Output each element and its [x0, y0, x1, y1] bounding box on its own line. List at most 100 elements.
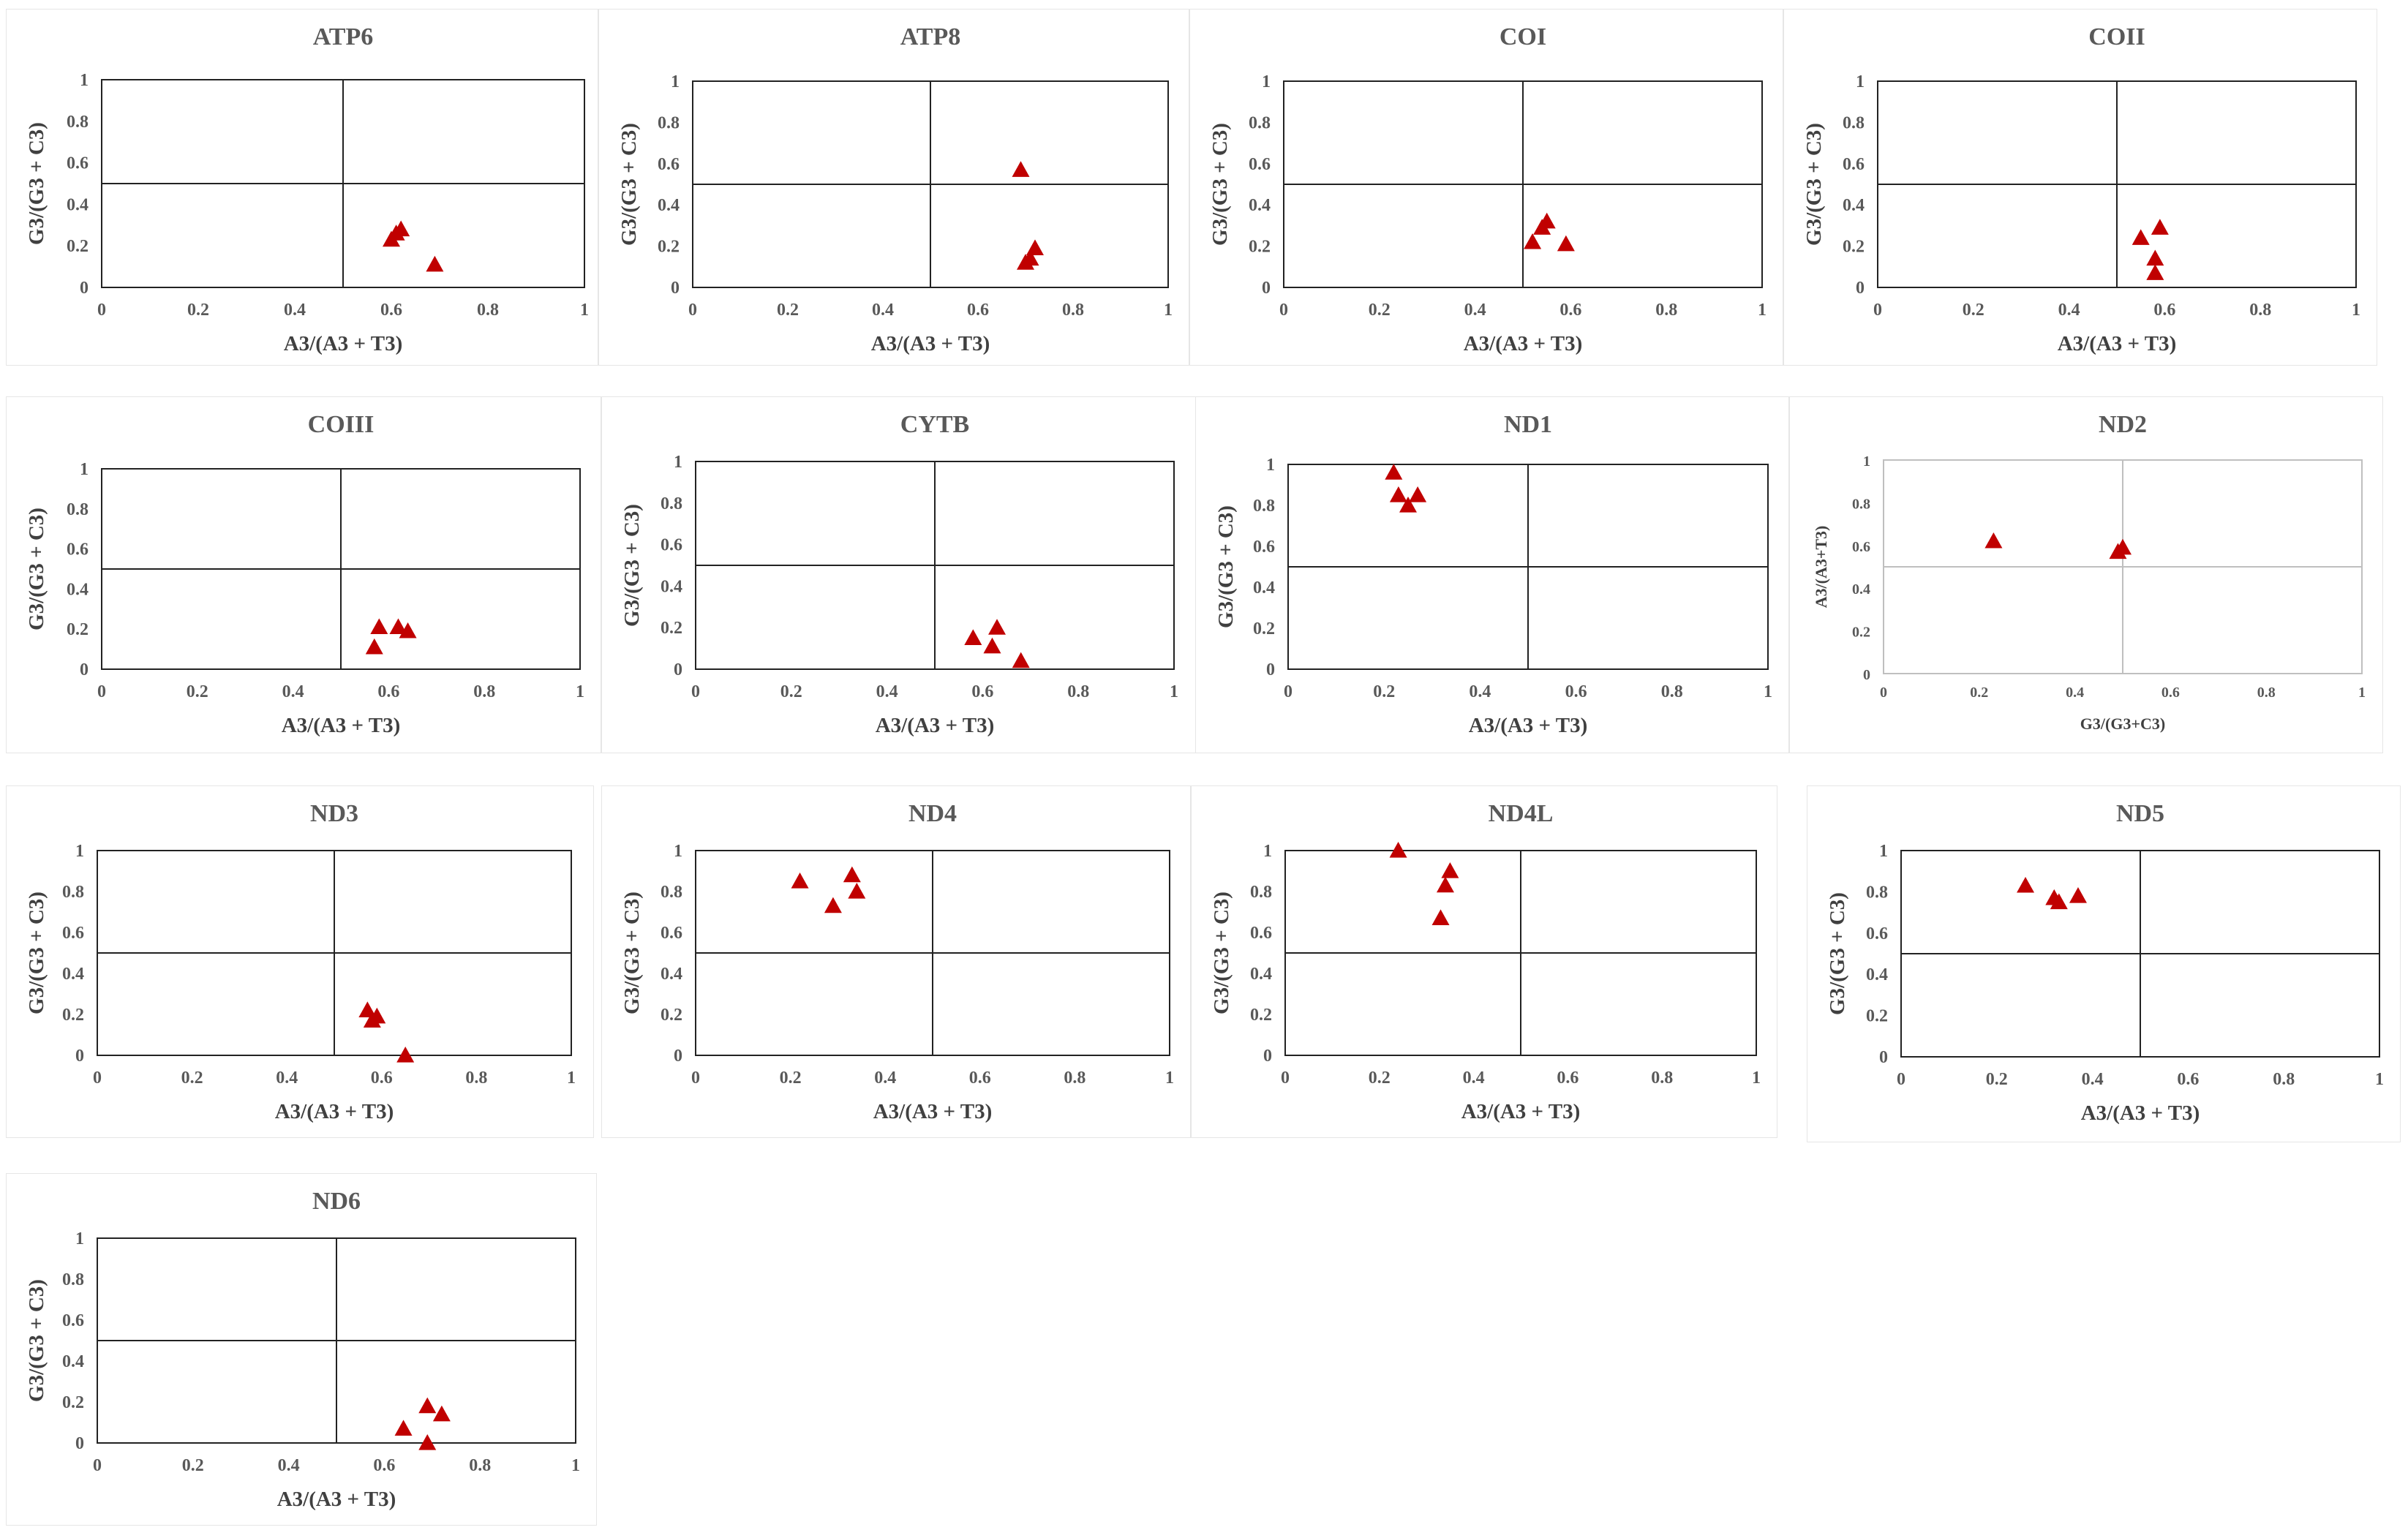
x-tick-label: 0.8	[2257, 685, 2276, 701]
y-axis-label: G3/(G3 + C3)	[1802, 123, 1826, 246]
y-tick-label: 0.2	[67, 620, 89, 639]
data-point	[824, 897, 842, 913]
x-tick-label: 0.8	[1062, 301, 1084, 320]
y-tick-label: 0.4	[1250, 965, 1272, 984]
chart-title: ND4	[908, 800, 957, 827]
y-tick-label: 1	[75, 842, 84, 861]
y-axis-label: G3/(G3 + C3)	[25, 892, 48, 1014]
y-axis-label: G3/(G3 + C3)	[617, 123, 641, 246]
y-tick-label: 0	[75, 1434, 84, 1453]
y-tick-label: 0.4	[658, 196, 680, 215]
y-tick-label: 0.8	[658, 113, 680, 132]
x-tick-label: 0.8	[1067, 682, 1089, 701]
y-tick-label: 0.4	[62, 965, 84, 984]
y-tick-label: 0.6	[661, 924, 682, 943]
x-tick-label: 0.4	[1469, 682, 1491, 701]
x-tick-label: 0	[1284, 682, 1293, 701]
y-tick-label: 0.2	[661, 619, 682, 638]
x-tick-label: 0.2	[777, 301, 799, 320]
data-point	[1524, 233, 1542, 249]
chart-title: COIII	[308, 411, 375, 438]
data-point	[432, 1405, 451, 1422]
data-point	[1557, 235, 1575, 252]
chart-title: ND4L	[1489, 800, 1554, 827]
x-tick-label: 0.4	[874, 1069, 896, 1088]
chart-panel-nd4l: ND4L 0 0.2 0.4 0.6 0.8 1 0 0.2 0.4 0.6 0.8 1 A3/(A3 +…	[1191, 785, 1777, 1138]
y-tick-label: 0.6	[1250, 924, 1272, 943]
y-tick-label: 0.2	[1866, 1007, 1888, 1026]
x-tick-label: 0.8	[465, 1069, 487, 1088]
y-tick-label: 0.8	[661, 494, 682, 513]
x-tick-label: 1	[1165, 1069, 1174, 1088]
chart-svg: ND1 0 0.2 0.4 0.6 0.8 1 0 0.2 0.4 0.6 0.8 1 A3/(A3 + …	[1214, 411, 1772, 737]
x-tick-label: 1	[576, 682, 584, 701]
y-axis-label: G3/(G3 + C3)	[620, 504, 644, 627]
y-tick-label: 0.6	[1866, 924, 1888, 943]
y-tick-label: 0.4	[62, 1352, 84, 1371]
x-axis-label: A3/(A3 + T3)	[873, 1100, 993, 1123]
y-axis-label: A3/(A3+T3)	[1812, 526, 1830, 608]
data-point	[370, 618, 388, 635]
x-tick-label: 0.8	[1064, 1069, 1086, 1088]
data-point	[1431, 909, 1450, 925]
x-axis-label: A3/(A3 + T3)	[277, 1488, 396, 1511]
x-tick-label: 1	[2358, 685, 2366, 701]
y-tick-label: 0	[1879, 1048, 1888, 1067]
x-axis-label: A3/(A3 + T3)	[2081, 1101, 2200, 1125]
y-tick-label: 0.2	[661, 1006, 682, 1025]
x-tick-label: 0.2	[780, 682, 802, 701]
y-axis-label: G3/(G3 + C3)	[1208, 123, 1232, 246]
x-tick-label: 0.8	[2249, 301, 2271, 320]
y-tick-label: 0.8	[1866, 883, 1888, 902]
data-point	[383, 230, 400, 247]
x-tick-label: 0.2	[1963, 301, 1984, 320]
data-point	[2017, 876, 2035, 893]
data-point	[1441, 862, 1459, 878]
data-point	[1012, 652, 1030, 668]
x-axis-label: A3/(A3 + T3)	[1461, 1100, 1581, 1123]
x-tick-label: 0.6	[2153, 301, 2175, 320]
y-tick-label: 0.6	[658, 155, 680, 174]
x-tick-label: 0.2	[1369, 301, 1391, 320]
x-axis-label: A3/(A3 + T3)	[275, 1100, 394, 1123]
y-tick-label: 0	[1856, 279, 1865, 298]
x-tick-label: 0	[691, 682, 700, 701]
data-point	[2146, 249, 2164, 266]
data-point	[1012, 161, 1030, 177]
y-tick-label: 0.6	[62, 1311, 84, 1330]
y-tick-label: 0.8	[661, 883, 682, 902]
x-tick-label: 0.6	[2161, 685, 2180, 701]
y-tick-label: 0	[674, 1047, 682, 1066]
chart-panel-atp6: ATP6 0 0.2 0.4 0.6 0.8 1 0 0.2 0.4 0.6 0.8 1 A3/(A3 +…	[6, 9, 598, 366]
data-point	[2132, 229, 2150, 245]
y-axis-label: G3/(G3 + C3)	[25, 122, 48, 245]
chart-svg: ND5 0 0.2 0.4 0.6 0.8 1 0 0.2 0.4 0.6 0.8 1 A3/(A3 + …	[1826, 800, 2384, 1125]
x-tick-label: 0	[1873, 301, 1882, 320]
x-tick-label: 0.4	[2066, 685, 2084, 701]
chart-title: ND5	[2116, 800, 2164, 827]
x-tick-label: 1	[1752, 1069, 1761, 1088]
chart-svg: COII 0 0.2 0.4 0.6 0.8 1 0 0.2 0.4 0.6 0.8 1 A3/(A3 +…	[1802, 23, 2360, 355]
data-point	[1017, 254, 1034, 270]
x-tick-label: 0.6	[971, 682, 993, 701]
y-tick-label: 0.8	[1852, 496, 1870, 512]
y-tick-label: 0.6	[62, 924, 84, 943]
x-tick-label: 0	[97, 682, 106, 701]
chart-panel-nd5: ND5 0 0.2 0.4 0.6 0.8 1 0 0.2 0.4 0.6 0.8 1 A3/(A3 + …	[1807, 785, 2401, 1142]
data-point	[848, 883, 866, 899]
x-tick-label: 0	[1880, 685, 1887, 701]
y-tick-label: 0	[1863, 667, 1870, 683]
y-tick-label: 0.2	[658, 238, 680, 257]
y-axis-label: G3/(G3 + C3)	[1214, 505, 1238, 628]
y-axis-label: G3/(G3 + C3)	[1210, 892, 1233, 1014]
y-tick-label: 0.8	[1253, 497, 1275, 516]
y-tick-label: 1	[1856, 72, 1865, 91]
x-tick-label: 0.4	[876, 682, 898, 701]
y-tick-label: 0.2	[62, 1006, 84, 1025]
chart-svg: ND4 0 0.2 0.4 0.6 0.8 1 0 0.2 0.4 0.6 0.8 1 A3/(A3 + …	[620, 800, 1174, 1123]
data-point	[394, 1420, 413, 1436]
x-tick-label: 1	[1164, 301, 1173, 320]
chart-panel-nd2: ND2 0 0.2 0.4 0.6 0.8 1 0 0.2 0.4 0.6 0.8 1 G3/(G3+C3…	[1789, 396, 2383, 753]
data-point	[964, 629, 982, 645]
x-tick-label: 0.4	[278, 1456, 300, 1475]
